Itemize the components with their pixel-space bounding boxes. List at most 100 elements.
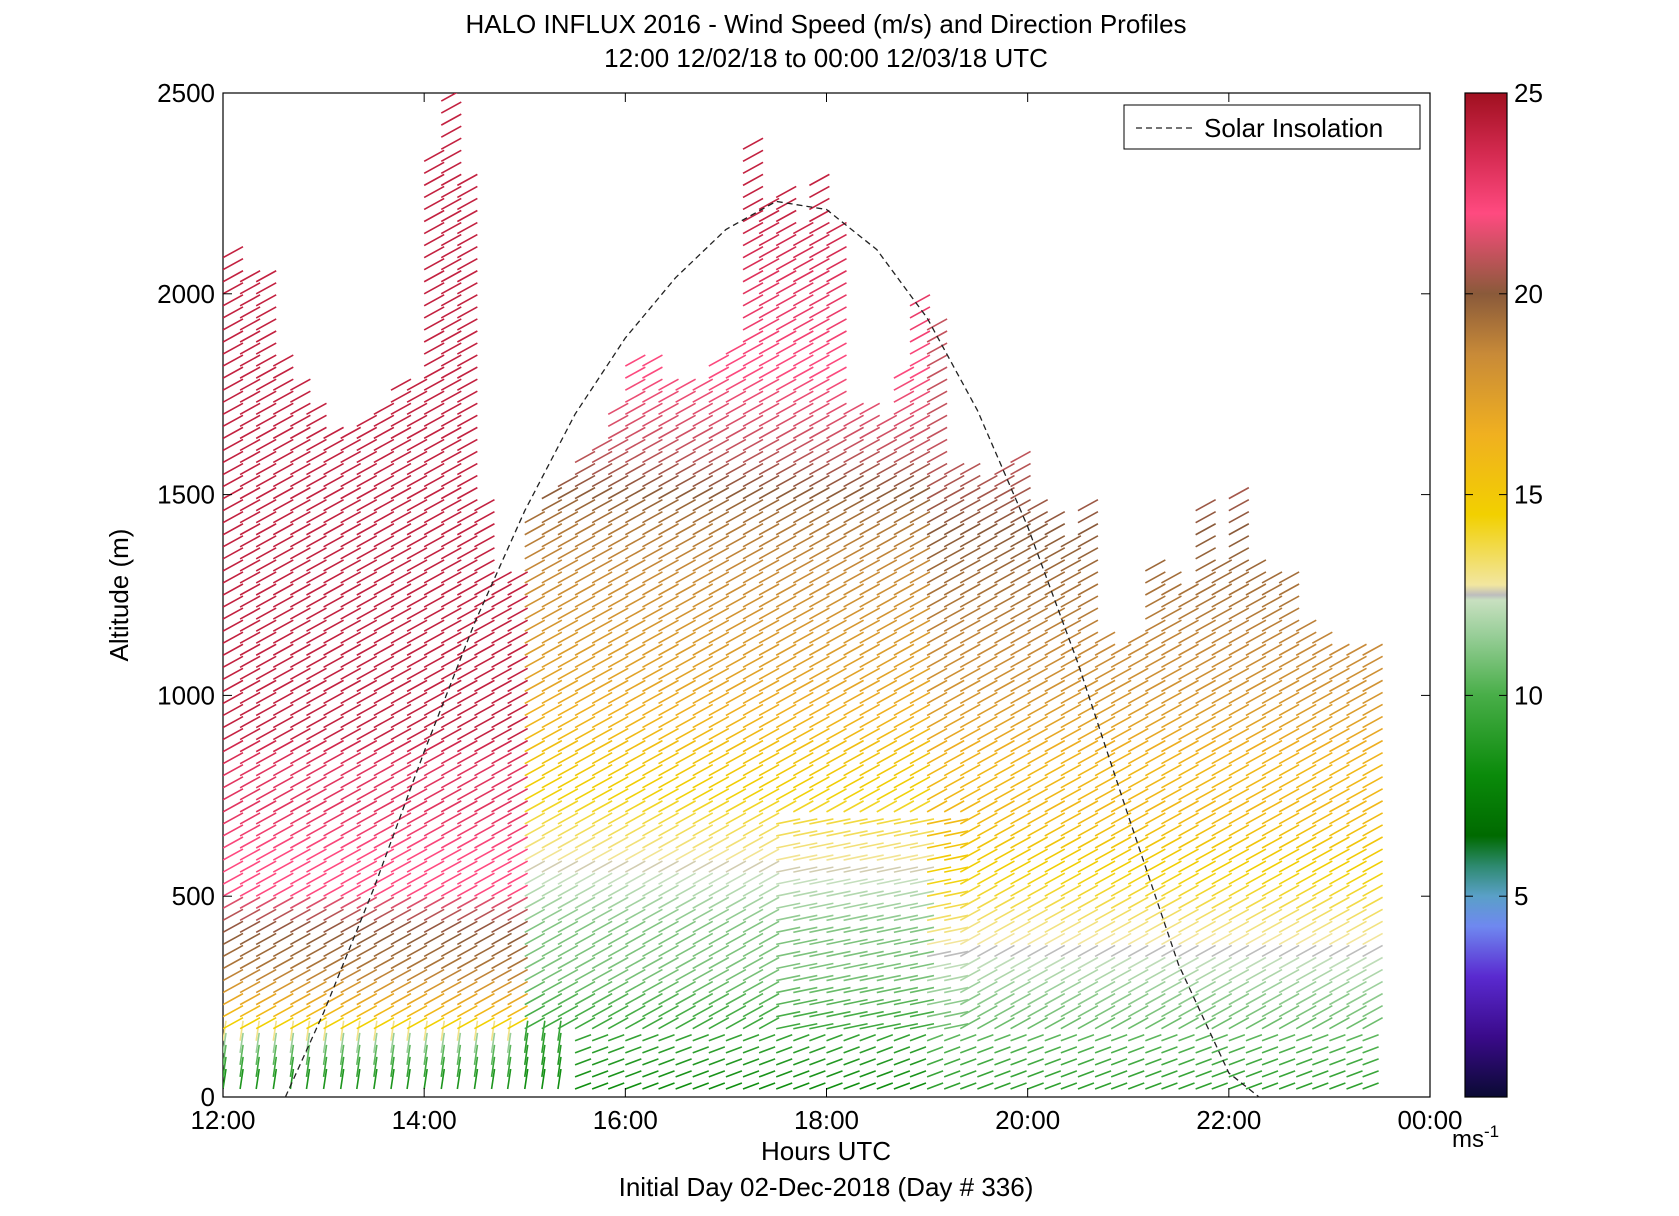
wind-barb xyxy=(1110,980,1132,994)
wind-barb xyxy=(1195,619,1217,632)
wind-barb xyxy=(1261,703,1283,717)
wind-barb xyxy=(1261,908,1283,921)
wind-barb xyxy=(239,318,261,331)
wind-barb xyxy=(742,137,764,150)
wind-barb xyxy=(591,800,613,813)
wind-barb xyxy=(1261,631,1283,644)
wind-barb xyxy=(859,462,881,476)
wind-barb xyxy=(456,1032,462,1053)
wind-barb xyxy=(1060,547,1082,560)
wind-barb xyxy=(239,270,261,283)
wind-barb xyxy=(290,968,311,982)
wind-barb xyxy=(1278,980,1300,994)
wind-barb xyxy=(1127,872,1149,885)
wind-barb xyxy=(793,1046,810,1054)
wind-barb xyxy=(1195,1004,1217,1018)
wind-barb xyxy=(793,1022,818,1030)
wind-barb xyxy=(624,920,646,934)
wind-barb xyxy=(239,848,261,861)
wind-barb xyxy=(1278,631,1300,644)
wind-barb xyxy=(524,920,546,934)
wind-barb xyxy=(742,161,764,175)
wind-barb xyxy=(574,462,596,476)
wind-barb xyxy=(390,474,412,488)
wind-barb xyxy=(1245,884,1267,897)
wind-barb xyxy=(909,655,931,668)
wind-barb xyxy=(876,655,898,668)
wind-barb xyxy=(1127,944,1149,958)
wind-barb xyxy=(909,306,931,319)
wind-barb xyxy=(943,619,965,632)
wind-barb xyxy=(255,270,277,283)
wind-barb xyxy=(390,583,412,596)
wind-barb xyxy=(926,607,948,620)
wind-barb xyxy=(272,450,294,464)
wind-barb xyxy=(456,751,478,765)
wind-barb xyxy=(642,667,663,681)
wind-barb xyxy=(809,462,830,476)
wind-barb xyxy=(994,1082,1011,1090)
wind-barb xyxy=(356,667,378,681)
wind-barb xyxy=(1178,1017,1199,1030)
wind-barb xyxy=(474,836,495,849)
wind-barb xyxy=(792,691,814,705)
wind-barb xyxy=(255,535,277,548)
wind-barb xyxy=(574,956,596,970)
wind-barb xyxy=(758,535,780,548)
wind-barb xyxy=(876,890,901,897)
wind-barb xyxy=(356,559,378,572)
wind-barb xyxy=(1195,932,1217,946)
wind-barb xyxy=(406,739,428,753)
wind-barb xyxy=(859,926,884,934)
wind-barb xyxy=(1178,884,1199,897)
wind-barb xyxy=(1311,896,1333,909)
wind-barb xyxy=(792,511,814,524)
wind-barb xyxy=(290,511,311,524)
wind-barb xyxy=(742,245,764,259)
wind-barb xyxy=(1110,872,1132,885)
wind-barb xyxy=(524,727,546,741)
wind-barb xyxy=(859,842,884,849)
wind-barb xyxy=(255,1044,260,1065)
wind-barb xyxy=(642,535,663,548)
wind-barb xyxy=(390,1068,395,1090)
wind-barb xyxy=(1329,812,1350,825)
wind-barb xyxy=(642,631,663,644)
wind-barb xyxy=(1211,956,1233,970)
wind-barb xyxy=(1195,800,1217,813)
wind-barb xyxy=(1245,619,1267,632)
wind-barb xyxy=(290,1017,311,1030)
wind-barb xyxy=(642,812,663,825)
wind-barb xyxy=(926,535,948,548)
wind-barb xyxy=(1195,920,1217,934)
wind-barb xyxy=(1077,920,1099,934)
wind-barb xyxy=(607,691,629,705)
wind-barb xyxy=(541,1056,546,1078)
wind-barb xyxy=(1178,788,1199,801)
wind-barb xyxy=(742,800,764,813)
wind-barb xyxy=(775,595,797,608)
wind-barb xyxy=(1178,679,1199,693)
wind-barb xyxy=(1278,751,1300,765)
wind-barb xyxy=(1195,1070,1212,1078)
wind-barb xyxy=(1161,715,1182,729)
wind-barb xyxy=(306,872,327,885)
wind-barb xyxy=(1077,1058,1095,1066)
wind-barb xyxy=(440,233,462,247)
wind-barb xyxy=(708,908,730,921)
wind-barb xyxy=(1010,908,1031,921)
wind-barb xyxy=(557,583,579,596)
wind-barb xyxy=(742,992,764,1006)
wind-barb xyxy=(491,908,512,921)
wind-barb xyxy=(406,944,428,958)
wind-barb xyxy=(826,727,847,741)
wind-barb xyxy=(1362,739,1383,753)
wind-barb xyxy=(976,739,998,753)
wind-barb xyxy=(775,498,797,512)
wind-barb xyxy=(775,523,797,536)
wind-barb xyxy=(306,751,327,765)
wind-barb xyxy=(893,926,919,934)
wind-barb xyxy=(859,547,881,560)
wind-barb xyxy=(223,968,244,982)
wind-barb xyxy=(1010,703,1031,717)
